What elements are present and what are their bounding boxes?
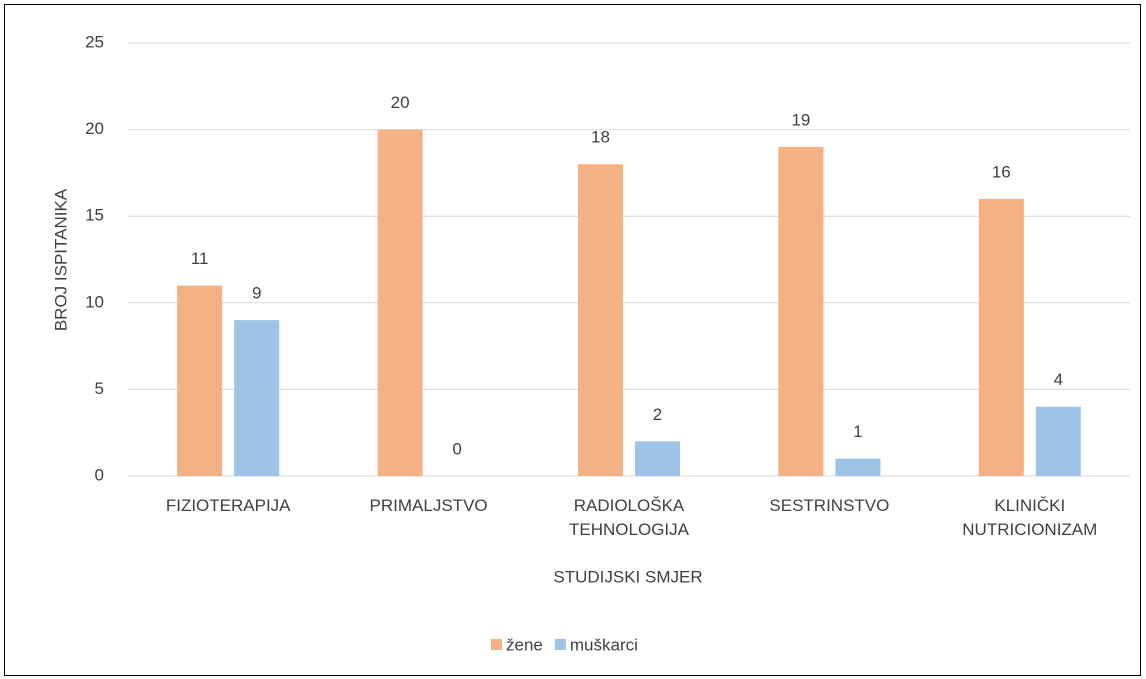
x-tick-label: KLINIČKI NUTRICIONIZAM	[962, 496, 1098, 539]
data-label: 11	[191, 249, 209, 268]
bar	[978, 198, 1024, 476]
y-axis-title: BROJ ISPITANIKA	[51, 188, 70, 331]
legend-swatch	[554, 639, 566, 650]
y-tick-label: 5	[95, 379, 104, 398]
x-tick-label: RADIOLOŠKA TEHNOLOGIJA	[569, 496, 689, 539]
bar	[234, 320, 280, 476]
data-label: 19	[791, 110, 810, 129]
x-tick-label: PRIMALJSTVO	[369, 496, 488, 515]
x-tick-label: SESTRINSTVO	[769, 496, 890, 515]
legend-label: žene	[506, 635, 543, 654]
x-tick-label: FIZIOTERAPIJA	[165, 496, 291, 515]
data-label: 4	[1054, 370, 1063, 389]
bar	[578, 164, 623, 477]
data-label: 0	[452, 439, 461, 458]
chart-border	[4, 4, 1141, 676]
bar	[778, 146, 824, 477]
bar	[377, 129, 423, 476]
y-tick-label: 25	[85, 32, 104, 51]
y-tick-label: 20	[85, 119, 104, 138]
bar	[177, 285, 223, 476]
data-label: 16	[992, 162, 1011, 181]
y-tick-label: 10	[85, 292, 104, 311]
x-axis-title: STUDIJSKI SMJER	[553, 567, 702, 586]
data-label: 20	[391, 93, 410, 112]
legend-swatch	[491, 639, 502, 650]
y-tick-label: 0	[95, 465, 104, 484]
y-tick-label: 15	[85, 206, 104, 225]
legend-label: muškarci	[570, 635, 638, 654]
data-label: 18	[591, 128, 610, 147]
bar	[1035, 406, 1081, 476]
data-label: 1	[853, 422, 862, 441]
data-label: 2	[653, 405, 662, 424]
data-label: 9	[252, 284, 261, 303]
bar	[635, 441, 680, 476]
bar	[835, 458, 881, 476]
